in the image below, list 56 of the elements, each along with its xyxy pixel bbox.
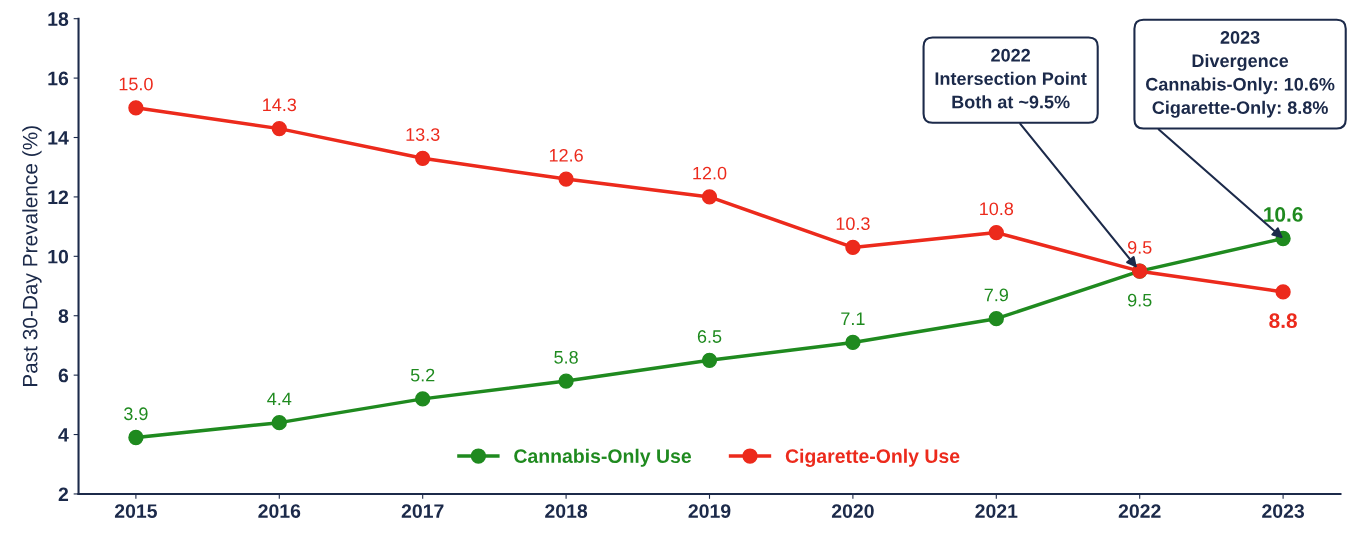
data-label: 10.8 [980, 202, 1014, 216]
x-tick-label: 2017 [401, 504, 444, 518]
point [415, 150, 431, 166]
point [701, 352, 718, 368]
x-tick-label: 2023 [1262, 504, 1305, 518]
data-label: 10.6 [1264, 207, 1303, 222]
data-label: 12.0 [693, 166, 727, 180]
x-tick-label: 2018 [545, 504, 588, 518]
data-label: 9.5 [1128, 293, 1152, 307]
data-label: 14.3 [263, 98, 297, 112]
x-tick-label: 2020 [831, 504, 874, 518]
x-tick-label: 2021 [975, 504, 1018, 518]
point [128, 429, 144, 446]
y-tick-label: 8 [58, 309, 69, 323]
x-tick-label: 2015 [114, 504, 157, 518]
x-tick-label: 2022 [1118, 504, 1161, 518]
data-label: 5.2 [410, 368, 435, 382]
y-tick-label: 6 [58, 368, 69, 383]
point [558, 373, 574, 389]
y-tick-label: 18 [48, 12, 69, 26]
data-label: 5.8 [554, 350, 578, 364]
y-tick-label: 14 [48, 131, 69, 145]
data-label: 12.6 [549, 148, 583, 162]
point [988, 311, 1004, 327]
point [558, 171, 574, 187]
y-tick-label: 12 [48, 190, 69, 204]
data-label: 3.9 [124, 407, 148, 421]
data-label: 10.3 [836, 217, 870, 231]
point [1275, 284, 1291, 300]
point [415, 391, 431, 407]
data-label: 6.5 [697, 330, 722, 343]
y-tick-label: 16 [48, 71, 69, 86]
point [701, 189, 718, 205]
legend-label: Cigarette-Only Use [785, 448, 960, 467]
point [271, 120, 287, 137]
point [845, 239, 861, 256]
data-label: 9.5 [1128, 241, 1152, 254]
point [845, 334, 861, 351]
data-label: 4.4 [267, 392, 292, 406]
data-label: 15.0 [119, 77, 153, 91]
data-label: 7.9 [984, 288, 1008, 302]
point [988, 224, 1004, 241]
point [271, 415, 287, 431]
data-label: 13.3 [406, 128, 440, 141]
data-label: 7.1 [841, 312, 865, 325]
point [128, 100, 144, 116]
data-label: 8.8 [1269, 313, 1297, 329]
annotation: 2022 Intersection Point Both at ~9.5% [935, 48, 1087, 109]
legend-label: Cannabis-Only Use [514, 448, 692, 467]
y-axis-title: Past 30-Day Prevalence (%) [22, 126, 42, 387]
y-tick-label: 10 [48, 249, 69, 264]
annotation: 2023 Divergence Cannabis-Only: 10.6% Cigarette-Only: 8.8% [1146, 31, 1335, 118]
y-tick-label: 4 [58, 428, 69, 442]
y-tick-label: 2 [58, 487, 69, 501]
x-tick-label: 2019 [688, 504, 731, 518]
x-tick-label: 2016 [258, 504, 301, 518]
